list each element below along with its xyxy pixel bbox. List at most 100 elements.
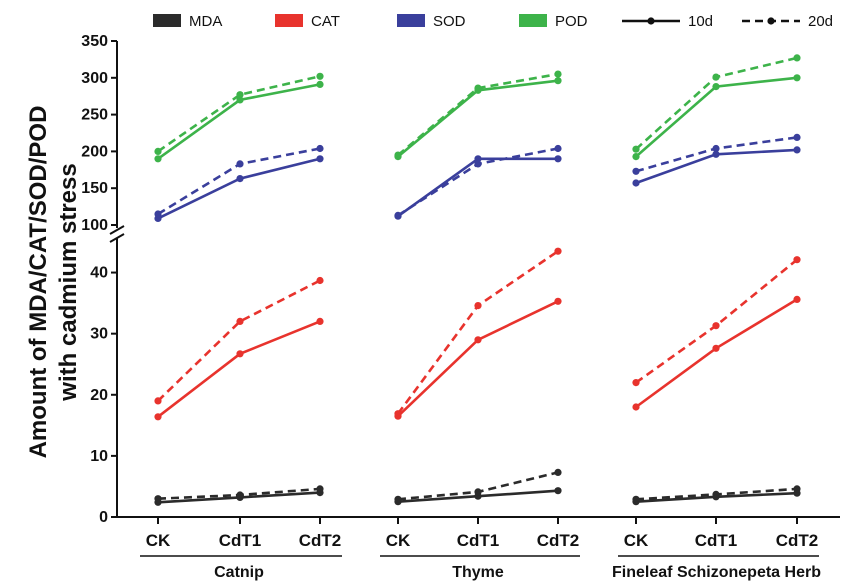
y-ticks: 0 10 20 30 40 100 150 200 250 300 350 bbox=[81, 33, 117, 526]
data-point-pod-20d bbox=[554, 70, 562, 78]
data-point-cat-20d bbox=[394, 410, 402, 418]
y-axis-title-line1: Amount of MDA/CAT/SOD/POD bbox=[25, 106, 52, 459]
y-tick-label: 150 bbox=[81, 180, 108, 197]
data-point-cat-20d bbox=[554, 247, 562, 255]
data-point-sod-10d bbox=[554, 155, 562, 163]
x-tick-label: CdT1 bbox=[457, 531, 500, 550]
legend-swatch-mda bbox=[153, 14, 181, 27]
data-point-pod-20d bbox=[316, 72, 324, 80]
data-point-cat-10d bbox=[712, 344, 720, 352]
data-point-pod-20d bbox=[154, 147, 162, 155]
y-axis-title: Amount of MDA/CAT/SOD/POD with cadmium s… bbox=[25, 106, 82, 459]
x-tick-label: CdT2 bbox=[299, 531, 342, 550]
data-point-sod-10d bbox=[712, 150, 720, 158]
data-point-mda-20d bbox=[236, 491, 244, 499]
data-point-sod-20d bbox=[554, 144, 562, 153]
data-point-sod-20d bbox=[236, 160, 244, 168]
data-point-sod-10d bbox=[236, 175, 244, 183]
data-point-sod-10d bbox=[316, 155, 324, 163]
series-line-cat-10d bbox=[635, 298, 798, 409]
y-tick-label: 30 bbox=[90, 326, 108, 343]
data-point-sod-20d bbox=[154, 210, 162, 218]
legend-marker-10d bbox=[647, 17, 655, 25]
data-point-mda-10d bbox=[554, 487, 562, 495]
data-point-mda-20d bbox=[154, 495, 162, 503]
data-point-mda-20d bbox=[474, 488, 482, 496]
series-line-cat-10d bbox=[397, 300, 559, 418]
data-point-cat-10d bbox=[316, 317, 324, 325]
legend-label-20d: 20d bbox=[808, 13, 833, 30]
legend-label-10d: 10d bbox=[688, 13, 713, 30]
series-line-cat-20d bbox=[396, 250, 559, 415]
data-point-mda-20d bbox=[316, 485, 324, 493]
data-point-sod-20d bbox=[712, 144, 720, 153]
y-axis-title-line2: with cadmium stress bbox=[55, 163, 82, 401]
data-point-cat-20d bbox=[712, 322, 720, 330]
data-point-pod-10d bbox=[712, 83, 720, 91]
y-tick-label: 40 bbox=[90, 265, 108, 282]
group-label: Fineleaf Schizonepeta Herb bbox=[612, 564, 821, 581]
data-point-pod-20d bbox=[712, 73, 720, 81]
data-point-cat-10d bbox=[154, 413, 162, 421]
y-tick-label: 250 bbox=[81, 107, 108, 124]
data-point-cat-10d bbox=[793, 295, 801, 303]
data-point-mda-20d bbox=[793, 485, 801, 493]
data-point-pod-20d bbox=[236, 91, 244, 99]
data-point-pod-20d bbox=[793, 54, 801, 62]
legend-label-cat: CAT bbox=[311, 13, 340, 30]
data-point-sod-20d bbox=[474, 160, 482, 168]
x-tick-label: CK bbox=[624, 531, 649, 550]
data-point-sod-20d bbox=[394, 211, 402, 219]
data-point-cat-20d bbox=[632, 379, 640, 387]
data-point-sod-20d bbox=[632, 167, 640, 175]
legend-swatch-sod bbox=[397, 14, 425, 27]
group-label: Thyme bbox=[452, 564, 504, 581]
data-point-cat-20d bbox=[793, 256, 801, 264]
y-tick-label: 0 bbox=[99, 509, 108, 526]
x-tick-label: CdT2 bbox=[776, 531, 819, 550]
legend-label-sod: SOD bbox=[433, 13, 466, 30]
legend-swatch-pod bbox=[519, 14, 547, 27]
legend-marker-20d bbox=[767, 17, 775, 25]
axis-break-mark-1 bbox=[109, 225, 125, 235]
series-line-cat-20d bbox=[157, 279, 321, 402]
data-point-sod-20d bbox=[316, 144, 324, 153]
data-point-pod-10d bbox=[236, 96, 244, 104]
data-point-cat-10d bbox=[474, 336, 482, 344]
data-point-cat-10d bbox=[632, 403, 640, 411]
legend-label-mda: MDA bbox=[189, 13, 222, 30]
legend-swatch-cat bbox=[275, 14, 303, 27]
x-tick-label: CdT1 bbox=[219, 531, 262, 550]
data-point-cat-20d bbox=[236, 317, 244, 325]
data-point-pod-20d bbox=[394, 151, 402, 159]
series-line-sod-10d bbox=[157, 157, 321, 220]
y-tick-label: 350 bbox=[81, 33, 108, 50]
data-point-mda-20d bbox=[712, 490, 720, 498]
series-line-pod-20d bbox=[157, 75, 321, 153]
data-point-cat-10d bbox=[554, 297, 562, 305]
x-tick-label: CK bbox=[386, 531, 411, 550]
y-tick-label: 300 bbox=[81, 70, 108, 87]
data-point-pod-10d bbox=[793, 74, 801, 82]
data-point-sod-10d bbox=[632, 179, 640, 187]
y-tick-label: 20 bbox=[90, 387, 108, 404]
series-line-cat-20d bbox=[635, 258, 798, 384]
data-point-cat-20d bbox=[316, 276, 324, 285]
data-point-pod-10d bbox=[554, 77, 562, 85]
x-tick-label: CdT1 bbox=[695, 531, 738, 550]
data-point-pod-20d bbox=[632, 145, 640, 153]
data-point-mda-20d bbox=[554, 468, 562, 476]
data-point-pod-20d bbox=[474, 84, 482, 92]
data-point-sod-10d bbox=[793, 146, 801, 154]
x-tick-label: CK bbox=[146, 531, 171, 550]
series-layer bbox=[154, 54, 801, 506]
data-point-mda-20d bbox=[394, 495, 402, 503]
axis-break-mark-2 bbox=[109, 233, 125, 243]
y-tick-label: 200 bbox=[81, 143, 108, 160]
group-label: Catnip bbox=[214, 564, 264, 581]
data-point-cat-20d bbox=[474, 302, 482, 310]
x-tick-label: CdT2 bbox=[537, 531, 580, 550]
data-point-pod-10d bbox=[632, 153, 640, 161]
data-point-sod-20d bbox=[793, 133, 801, 141]
